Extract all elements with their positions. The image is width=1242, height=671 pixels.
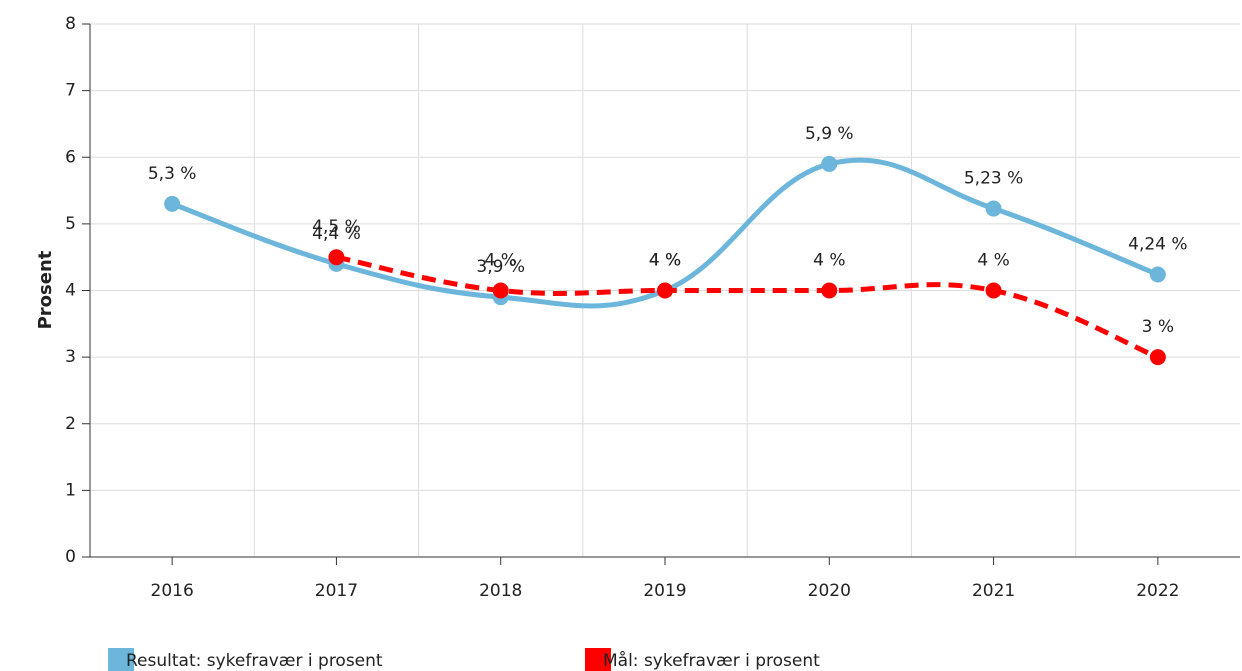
data-label: 3,9 %	[476, 257, 525, 277]
x-tick-label: 2017	[315, 581, 358, 601]
data-label: 3 %	[1142, 317, 1174, 337]
data-label: 5,9 %	[805, 124, 854, 144]
y-tick-label: 2	[65, 414, 76, 434]
data-label: 4 %	[485, 251, 517, 271]
data-point	[821, 282, 838, 299]
data-label: 4,5 %	[312, 217, 361, 237]
x-tick-label: 2021	[972, 581, 1015, 601]
data-point	[985, 282, 1002, 299]
y-axis-label: Prosent	[35, 250, 56, 329]
legend-label: Mål: sykefravær i prosent	[603, 650, 820, 671]
data-point	[985, 200, 1002, 217]
data-point	[492, 282, 509, 299]
data-point	[1149, 349, 1166, 366]
data-label: 4,24 %	[1128, 235, 1187, 255]
data-label: 4 %	[813, 251, 845, 271]
data-point	[821, 155, 838, 172]
y-tick-label: 1	[65, 480, 76, 500]
data-label: 5,3 %	[148, 164, 197, 184]
y-tick-label: 3	[65, 347, 76, 367]
x-tick-label: 2022	[1136, 581, 1179, 601]
data-label: 4 %	[649, 251, 681, 271]
y-tick-label: 6	[65, 147, 76, 167]
y-tick-label: 7	[65, 81, 76, 101]
y-tick-label: 0	[65, 547, 76, 567]
y-tick-label: 4	[65, 281, 76, 301]
data-point	[1149, 266, 1166, 283]
legend-swatch	[108, 648, 134, 671]
data-label: 5,23 %	[964, 169, 1023, 189]
legend-swatch	[585, 648, 611, 671]
x-tick-label: 2018	[479, 581, 522, 601]
data-label: 4 %	[649, 251, 681, 271]
x-tick-label: 2019	[643, 581, 686, 601]
y-tick-label: 8	[65, 14, 76, 34]
y-tick-label: 5	[65, 214, 76, 234]
x-tick-label: 2020	[808, 581, 851, 601]
series-line	[335, 254, 1159, 360]
data-point	[164, 195, 181, 212]
x-tick-label: 2016	[151, 581, 194, 601]
data-label: 4 %	[977, 251, 1009, 271]
legend-label: Resultat: sykefravær i prosent	[126, 651, 383, 671]
data-label: 4,4 %	[312, 224, 361, 244]
data-point	[657, 282, 673, 299]
data-point	[328, 249, 345, 266]
